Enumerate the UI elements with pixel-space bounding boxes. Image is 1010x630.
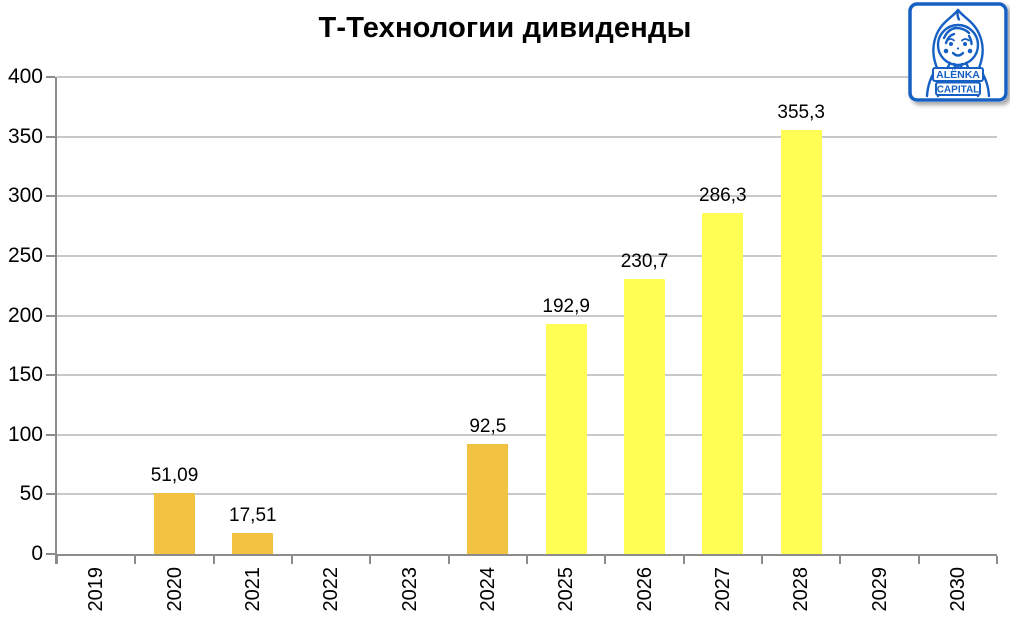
alenka-capital-logo: ALËNKA CAPITAL xyxy=(908,2,1008,102)
bar-value-label: 192,9 xyxy=(542,295,590,317)
x-axis-tick xyxy=(369,556,372,564)
y-axis-line xyxy=(55,77,57,564)
y-axis-tick xyxy=(46,76,55,78)
x-axis-tick xyxy=(917,556,920,564)
y-axis-tick xyxy=(46,254,55,257)
gridline xyxy=(57,195,997,198)
chart-title: Т-Технологии дивиденды xyxy=(318,12,692,44)
bar-value-label: 230,7 xyxy=(620,250,669,272)
logo-banner: ALËNKA CAPITAL xyxy=(932,67,984,96)
y-axis-tick xyxy=(46,374,55,377)
x-axis-label: 2025 xyxy=(555,567,578,612)
bar-2027 xyxy=(702,212,744,554)
x-axis-label: 2022 xyxy=(320,567,343,612)
bar-value-label: 17,51 xyxy=(229,505,277,527)
gridline xyxy=(57,76,997,78)
y-axis-tick xyxy=(46,553,55,555)
gridline xyxy=(57,314,997,317)
y-axis-tick xyxy=(46,195,55,198)
x-axis-label: 2020 xyxy=(163,567,186,612)
bar-2021 xyxy=(232,533,274,554)
bar-value-label: 355,3 xyxy=(777,102,825,124)
bar-value-label: 286,3 xyxy=(699,184,747,206)
bar-value-label: 51,09 xyxy=(150,465,199,487)
x-axis-tick xyxy=(447,556,450,564)
bar-value-label: 92,5 xyxy=(469,415,507,437)
x-axis-tick xyxy=(761,556,763,564)
y-axis-tick xyxy=(46,135,55,138)
matryoshka-face-dots xyxy=(943,42,973,54)
gridline xyxy=(57,135,997,138)
y-axis-label: 200 xyxy=(7,303,43,327)
y-axis-label: 100 xyxy=(7,422,43,446)
logo-text-line1: ALËNKA xyxy=(936,68,980,81)
x-axis-tick xyxy=(682,556,685,564)
logo-text-line2: CAPITAL xyxy=(937,84,980,95)
x-axis-tick xyxy=(134,556,137,564)
y-axis-label: 50 xyxy=(19,482,43,506)
y-axis-label: 0 xyxy=(31,542,43,565)
x-axis-label: 2027 xyxy=(711,567,734,612)
bar-2028 xyxy=(780,130,822,554)
bar-2026 xyxy=(624,278,665,554)
y-axis-label: 250 xyxy=(7,243,43,267)
plot-area: 0 50 100 150 200 250 300 350 400 2019 51,09 2020 17,… xyxy=(8,65,998,612)
y-axis-label: 400 xyxy=(7,65,43,88)
matryoshka-icon: ALËNKA CAPITAL xyxy=(908,2,1008,102)
x-axis-tick xyxy=(839,556,842,564)
x-axis-label: 2019 xyxy=(85,567,108,612)
y-axis-label: 350 xyxy=(7,124,43,148)
x-axis-label: 2030 xyxy=(946,567,969,612)
x-axis-tick xyxy=(212,556,215,564)
matryoshka-outline xyxy=(925,8,991,98)
x-axis-tick xyxy=(291,556,293,564)
x-axis-label: 2029 xyxy=(868,567,891,612)
bar-2025 xyxy=(545,323,587,554)
gridline xyxy=(57,493,997,496)
x-axis-label: 2028 xyxy=(790,567,813,612)
x-axis-label: 2024 xyxy=(476,567,499,612)
bar-2020 xyxy=(154,493,195,554)
x-axis-tick xyxy=(996,556,998,564)
gridline xyxy=(57,433,997,436)
x-axis-tick xyxy=(56,556,58,564)
y-axis-label: 150 xyxy=(7,363,43,387)
y-axis-label: 300 xyxy=(7,184,43,208)
bar-2024 xyxy=(467,443,509,554)
x-axis-tick xyxy=(604,556,607,564)
y-axis-tick xyxy=(46,493,55,496)
gridline xyxy=(57,254,997,257)
x-axis-label: 2026 xyxy=(633,567,656,612)
y-axis-tick xyxy=(46,314,55,317)
y-axis-tick xyxy=(46,433,55,436)
x-axis-label: 2021 xyxy=(241,567,264,612)
x-axis-tick xyxy=(526,556,528,564)
x-axis-label: 2023 xyxy=(398,567,421,612)
x-axis-line xyxy=(55,554,997,556)
gridline xyxy=(57,374,997,377)
